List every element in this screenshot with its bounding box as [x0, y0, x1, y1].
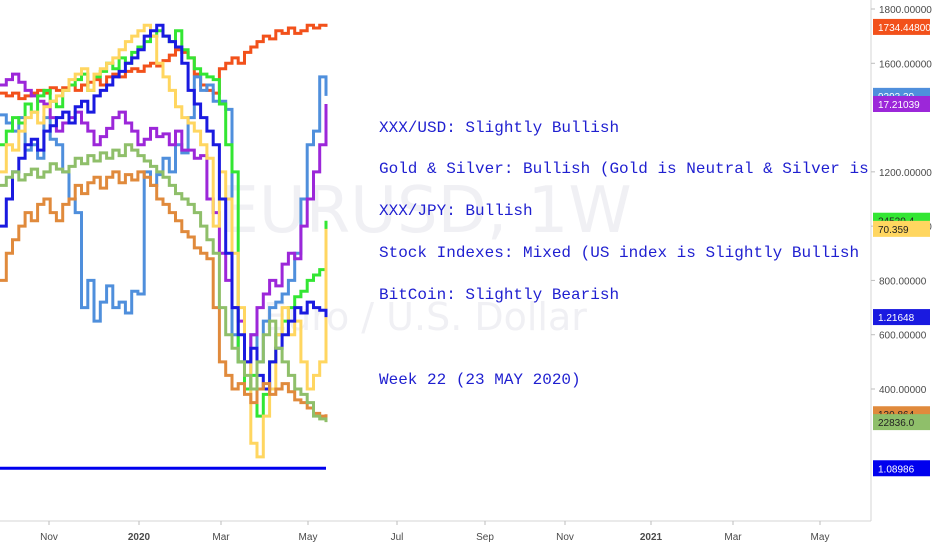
price-axis[interactable]: 1800.000001600.000001200.000001000.00000…: [871, 5, 932, 396]
series-line-6: [0, 170, 328, 418]
watermark-name: Euro / U.S. Dollar: [263, 295, 587, 339]
price-badge: [873, 96, 930, 112]
x-tick-label: Jul: [391, 532, 404, 543]
x-tick-label: May: [299, 532, 318, 543]
price-badge-label: 1.21648: [878, 313, 915, 324]
x-tick-label: 2020: [128, 532, 151, 543]
x-tick-label: May: [811, 532, 830, 543]
series-line-4: [0, 23, 328, 459]
price-badge-label: 22836.0: [878, 418, 915, 429]
price-badge-label: 1.08986: [878, 464, 915, 475]
x-tick-label: Mar: [212, 532, 230, 543]
price-badge-label: 17.21039: [878, 100, 920, 111]
x-tick-label: Sep: [476, 532, 494, 543]
price-badge: [873, 460, 930, 477]
y-tick-label: 400.00000: [879, 385, 927, 396]
price-badge-label: 70.359: [878, 225, 909, 236]
annotation-bitcoin: BitCoin: Slightly Bearish: [379, 286, 619, 304]
annotation-stock-indexes: Stock Indexes: Mixed (US index is Slight…: [379, 244, 859, 262]
annotation-xxx-jpy: XXX/JPY: Bullish: [379, 202, 533, 220]
series-line-0: [0, 23, 328, 101]
x-tick-label: Nov: [40, 532, 58, 543]
price-badge: [873, 18, 930, 35]
series-line-1: [0, 75, 328, 391]
series-layer: [0, 23, 328, 470]
price-badge: [873, 220, 930, 237]
y-tick-label: 800.00000: [879, 276, 927, 287]
x-tick-label: Mar: [724, 532, 742, 543]
time-axis[interactable]: Nov 2020 Mar May Jul Sep Nov 2021 Mar May: [40, 521, 829, 543]
series-line-5: [0, 23, 328, 391]
x-tick-label: Nov: [556, 532, 574, 543]
annotation-xxx-usd: XXX/USD: Slightly Bullish: [379, 119, 619, 137]
y-tick-label: 1800.00000: [879, 5, 932, 16]
x-tick-label: 2021: [640, 532, 663, 543]
y-tick-label: 1200.00000: [879, 168, 932, 179]
price-badge-label: 1734.44800: [878, 23, 931, 34]
annotation-gold-silver: Gold & Silver: Bullish (Gold is Neutral …: [379, 160, 869, 178]
watermark-symbol: EURUSD, 1W: [218, 174, 631, 248]
y-tick-label: 1600.00000: [879, 59, 932, 70]
y-tick-label: 600.00000: [879, 331, 927, 342]
annotation-week: Week 22 (23 MAY 2020): [379, 371, 581, 389]
price-badges: 1734.448009293.3917.2103924520.470.3591.…: [873, 18, 931, 477]
price-badge: [873, 414, 930, 431]
price-badge: [873, 309, 930, 326]
series-line-7: [0, 143, 328, 423]
